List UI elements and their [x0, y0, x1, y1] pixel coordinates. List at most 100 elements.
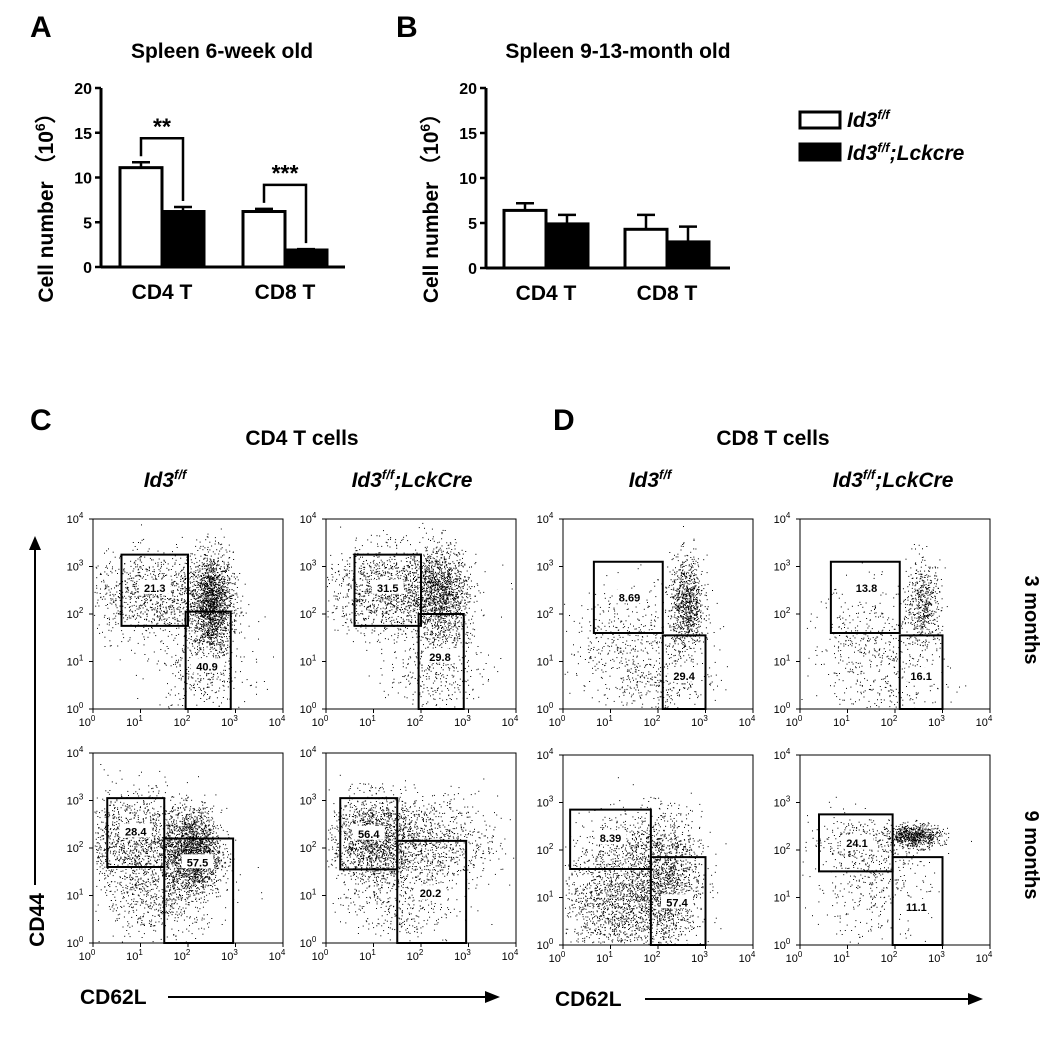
facs-c-r1-c0-gate-label-bg-2	[181, 854, 214, 869]
facs-d-r0-c0-x-tick-label: 103	[691, 714, 708, 729]
facs-c-r0-c1-y-tick-label: 103	[300, 559, 317, 574]
facs-d-r1-c1-y-tick-label: 102	[774, 842, 791, 857]
legend-label-control: Id3f/f	[847, 107, 891, 132]
facs-c-r0-c1-x-tick-label: 101	[359, 714, 376, 729]
facs-d-r1-c0-gate-label-bg-1	[594, 830, 627, 845]
facs-c-r0-c1-gate-value-2: 29.8	[429, 652, 450, 664]
panel-letter-b: B	[396, 11, 418, 44]
facs-d-r0-c1-gate-2	[898, 634, 944, 710]
bar-chart-a-y-tick-label: 10	[74, 171, 92, 188]
facs-d-r0-c1-gate-value-2: 16.1	[910, 671, 931, 683]
facs-d-r0-c0-y-tick-label: 102	[537, 606, 554, 621]
facs-c-r1-c1-gate-1	[339, 797, 399, 871]
facs-c-r0-c0-gate-1	[120, 553, 189, 627]
legend: Id3f/f Id3f/f;Lckcre	[798, 107, 965, 165]
facs-c-r1-c1-y-tick-label: 103	[300, 793, 317, 808]
facs-d-r0-c1-y-tick-label: 104	[774, 511, 791, 526]
facs-c-r0-c1-y-tick-label: 101	[300, 654, 317, 669]
facs-c-r0-c1-gate-value-1: 31.5	[377, 583, 398, 595]
facs-c-r1-c1-y-tick-label: 102	[300, 840, 317, 855]
bar-chart-b-y-tick-label: 15	[459, 126, 477, 143]
cd44-axis-arrowhead	[29, 536, 41, 550]
facs-c-r0-c0-x-tick-label: 101	[126, 714, 143, 729]
bar-chart-b-category-label: CD8 T	[637, 282, 698, 305]
facs-c-r0-c0-x-tick-label: 104	[269, 714, 286, 729]
facs-d-r0-c1-y-tick-label: 102	[774, 606, 791, 621]
facs-d-r1-c0-y-tick-label: 103	[537, 795, 554, 810]
facs-c-r1-c1-x-tick-label: 102	[407, 948, 424, 963]
facs-c-r1-c1-dots	[327, 774, 515, 942]
bar-chart-b-bar	[623, 227, 669, 270]
bar-chart-b-bar	[502, 208, 548, 270]
facs-c-r1-c1-x-tick-label: 101	[359, 948, 376, 963]
facs-c-r1-c0-gate-2	[163, 837, 235, 944]
facs-c-r0-c0-gate-value-1: 21.3	[144, 583, 165, 595]
bar-chart-a-y-tick-label: 0	[83, 260, 92, 277]
facs-d-r1-c0-x-tick-label: 101	[596, 950, 613, 965]
facs-d-r0-c1-gate-label-bg-2	[905, 667, 938, 682]
facs-c-r1-c0-x-tick-label: 100	[79, 948, 96, 963]
facs-c-r0-c0-y-tick-label: 102	[67, 606, 84, 621]
facs-c-r0-c0-x-tick-label: 102	[174, 714, 191, 729]
facs-c-r1-c0-y-tick-label: 102	[67, 840, 84, 855]
facs-c-r0-c0-gate-label-bg-1	[138, 579, 171, 594]
facs-d-r0-c0-x-tick-label: 101	[596, 714, 613, 729]
facs-d-r1-c1-gate-label-bg-1	[841, 834, 873, 849]
facs-c-r1-c0-y-tick-label: 104	[67, 745, 84, 760]
facs-d-r1-c0-x-tick-label: 103	[691, 950, 708, 965]
group-title-cd8: CD8 T cells	[716, 427, 829, 450]
facs-c-r0-c1-x-tick-label: 100	[312, 714, 329, 729]
facs-c-r0-c0-gate-2	[184, 610, 232, 710]
facs-d-r1-c1-x-tick-label: 103	[928, 950, 945, 965]
facs-d-r1-c1-x-tick-label: 102	[881, 950, 898, 965]
bar-chart-a-bar	[283, 248, 329, 269]
facs-c-r1-c0-gate-label-bg-1	[119, 823, 152, 838]
facs-c-r1-c1-gate-2	[396, 839, 468, 944]
bar-chart-a-y-label: Cell number （106）	[32, 102, 58, 302]
facs-d-r0-c0-x-tick-label: 104	[739, 714, 756, 729]
facs-c-r1-c0-y-tick-label: 100	[67, 935, 84, 950]
facs-c-r1-c1-y-tick-label: 100	[300, 935, 317, 950]
facs-c-r1-c0-x-tick-label: 103	[221, 948, 238, 963]
bar-chart-b-title: Spleen 9-13-month old	[505, 40, 730, 63]
facs-d-r1-c0-y-tick-label: 100	[537, 937, 554, 952]
bar-chart-a-significance-bracket	[139, 137, 185, 202]
facs-d-r1-c0-y-tick-label: 104	[537, 747, 554, 762]
facs-c-r0-c0-y-tick-label: 103	[67, 559, 84, 574]
legend-label-knockout: Id3f/f;Lckcre	[847, 140, 965, 165]
facs-d-r1-c0-y-tick-label: 102	[537, 842, 554, 857]
facs-d-r0-c1-y-tick-label: 101	[774, 654, 791, 669]
facs-c-r0-c1-gate-label-bg-1	[371, 579, 404, 594]
facs-d-r1-c0-x-tick-label: 102	[644, 950, 661, 965]
group-title-cd4: CD4 T cells	[245, 427, 358, 450]
facs-d-r1-c1-y-tick-label: 104	[774, 747, 791, 762]
facs-d-r0-c0-gate-label-bg-1	[613, 589, 646, 604]
facs-d-r1-c1-frame	[799, 754, 991, 946]
facs-c-r0-c0-y-tick-label: 101	[67, 654, 84, 669]
bar-chart-a-y-tick-label: 15	[74, 126, 92, 143]
facs-d-r0-c0-y-tick-label: 104	[537, 511, 554, 526]
bar-chart-a-category-label: CD4 T	[132, 281, 193, 304]
facs-d-r0-c0-gate-value-2: 29.4	[673, 671, 695, 683]
bar-chart-b-category-label: CD4 T	[516, 282, 577, 305]
facs-c-r1-c0-y-tick-label: 101	[67, 888, 84, 903]
bar-chart-a-title: Spleen 6-week old	[131, 40, 313, 63]
facs-d-r1-c1-dots	[802, 796, 972, 944]
bar-chart-a-significance-bracket	[262, 183, 308, 244]
bar-chart-b-y-tick-label: 5	[468, 216, 477, 233]
facs-c-r0-c1-y-tick-label: 102	[300, 606, 317, 621]
facs-c-r1-c0-y-tick-label: 103	[67, 793, 84, 808]
facs-d-r1-c1-y-tick-label: 101	[774, 890, 791, 905]
facs-c-r0-c1-gate-1	[353, 553, 422, 627]
genotype-header-c-knockout: Id3f/f;LckCre	[352, 467, 473, 492]
facs-c-r0-c1-x-tick-label: 103	[454, 714, 471, 729]
facs-d-r1-c0-gate-label-bg-2	[661, 894, 693, 909]
facs-c-r0-c0-gate-value-2: 40.9	[196, 661, 217, 673]
facs-d-r1-c0-gate-2	[649, 856, 707, 946]
genotype-header-d-control: Id3f/f	[629, 467, 673, 492]
cd62l-axis-label-c: CD62L	[80, 986, 147, 1009]
bar-chart-b-bar	[665, 240, 711, 270]
